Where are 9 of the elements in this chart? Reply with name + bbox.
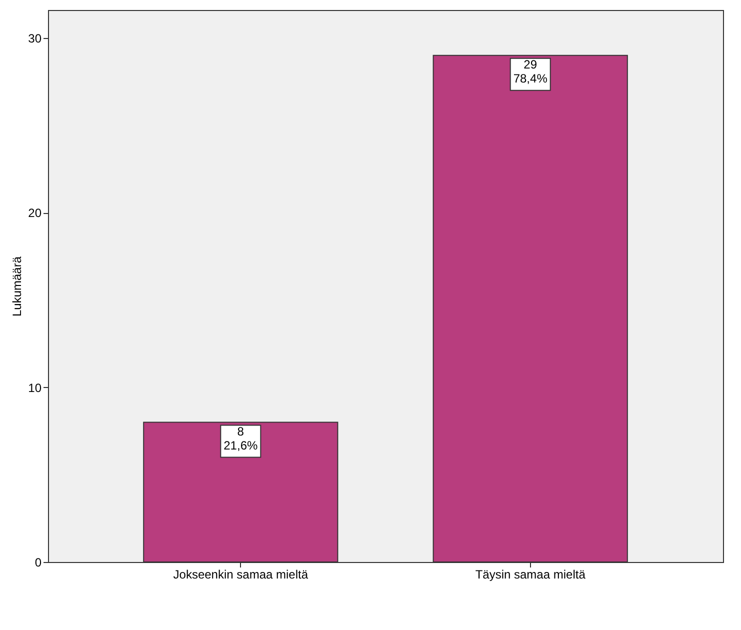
y-tick-label: 0 xyxy=(34,556,42,570)
y-axis-title: Lukumäärä xyxy=(10,256,24,317)
y-tick-label: 20 xyxy=(28,206,42,220)
x-tick-label: Täysin samaa mieltä xyxy=(475,568,586,582)
data-label: 8 21,6% xyxy=(224,424,258,452)
x-tick-label: Jokseenkin samaa mieltä xyxy=(173,568,308,582)
data-label: 29 78,4% xyxy=(513,57,548,86)
y-tick-label: 30 xyxy=(28,31,42,46)
y-tick-label: 10 xyxy=(28,380,42,395)
